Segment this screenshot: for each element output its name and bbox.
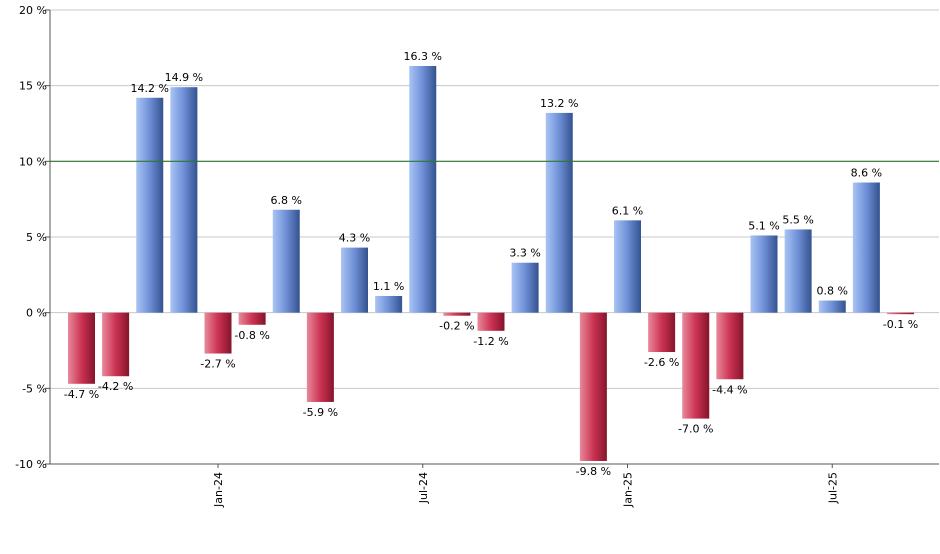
y-tick-label: -5 % (22, 382, 47, 395)
data-label: -1.2 % (473, 335, 508, 348)
data-label: 6.8 % (271, 194, 302, 207)
data-label: -0.2 % (439, 320, 474, 333)
data-label: 14.2 % (131, 82, 169, 95)
bar (682, 312, 710, 419)
data-label: 5.5 % (782, 213, 813, 226)
bar (409, 65, 437, 313)
bar (784, 229, 812, 313)
bar (170, 87, 198, 313)
y-tick-label: -10 % (15, 458, 47, 471)
data-label: -5.9 % (303, 406, 338, 419)
bar (68, 312, 95, 384)
data-label: -2.7 % (200, 358, 235, 371)
data-label: 5.1 % (748, 219, 779, 232)
bar (341, 247, 368, 313)
data-label: -4.4 % (712, 383, 747, 396)
data-label: 0.8 % (817, 285, 848, 298)
bar (511, 262, 539, 313)
bar (614, 220, 641, 313)
bar (443, 312, 471, 316)
bar (579, 312, 607, 461)
data-label: 14.9 % (165, 71, 203, 84)
bar (716, 312, 744, 380)
bar (648, 312, 676, 353)
bar (887, 312, 914, 315)
data-label: 4.3 % (339, 232, 370, 245)
y-tick-label: 20 % (19, 4, 47, 17)
bar (204, 312, 232, 354)
data-label: -4.7 % (64, 388, 99, 401)
data-label: 13.2 % (540, 97, 578, 110)
bar (306, 312, 334, 402)
data-label: 8.6 % (851, 167, 882, 180)
data-labels: -4.7 %-4.2 % 14.2 %14.9 % -2.7 % -0.8 % 6.8 … (64, 50, 918, 478)
bar (238, 312, 266, 325)
data-label: 3.3 % (509, 247, 540, 260)
data-label: -2.6 % (644, 356, 679, 369)
data-label: -0.1 % (883, 318, 918, 331)
data-label: 1.1 % (373, 280, 404, 293)
bars (68, 65, 914, 461)
bar (545, 112, 573, 313)
data-label: -9.8 % (576, 465, 611, 478)
bar (102, 312, 130, 377)
bar (272, 209, 300, 313)
bar (375, 296, 403, 313)
bar (818, 300, 846, 313)
bar (852, 182, 880, 313)
data-label: -4.2 % (98, 380, 133, 393)
data-label: 16.3 % (404, 50, 442, 63)
y-tick-label: 10 % (19, 155, 47, 168)
x-tick-label: Jan-25 (622, 472, 635, 508)
data-label: -0.8 % (234, 329, 269, 342)
bar (477, 312, 505, 331)
bar (136, 97, 164, 313)
x-tick-label: Jul-25 (826, 472, 839, 504)
y-tick-label: 5 % (26, 231, 47, 244)
y-tick-label: 15 % (19, 80, 47, 93)
data-label: 6.1 % (612, 204, 643, 217)
y-tick-label: 0 % (26, 307, 47, 320)
x-tick-label: Jul-24 (417, 472, 430, 504)
axes: -10 % -5 % 0 % 5 % 10 % 15 % 20 % Jan-24 Jul-24 J… (15, 4, 939, 508)
data-label: -7.0 % (678, 423, 713, 436)
bar (750, 235, 778, 313)
x-tick-label: Jan-24 (212, 472, 225, 508)
